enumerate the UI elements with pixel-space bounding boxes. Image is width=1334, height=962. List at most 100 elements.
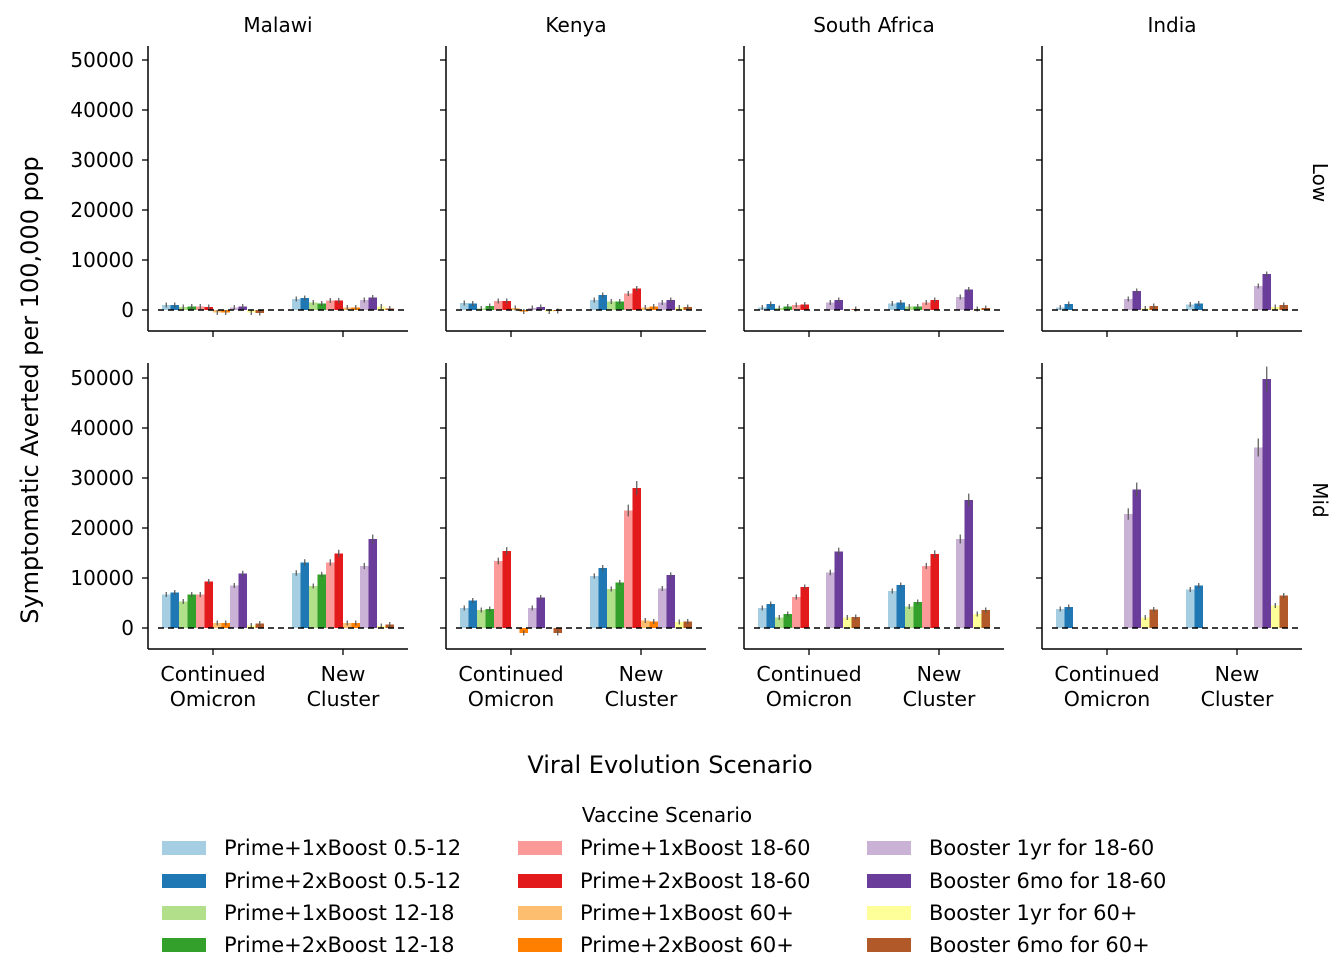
bar-mid-malawi-new-cluster-prime-2xboost-12-18 (318, 575, 327, 629)
bar-mid-malawi-new-cluster-prime-1xboost-12-18 (309, 586, 318, 628)
y-tick-label-low-malawi-20000: 20000 (70, 198, 134, 222)
column-title-south-africa: South Africa (813, 13, 935, 37)
bar-mid-india-new-cluster-prime-2xboost-0-5-12 (1195, 586, 1204, 629)
bar-mid-malawi-new-cluster-prime-1xboost-18-60 (326, 563, 335, 629)
x-axis-label: Viral Evolution Scenario (527, 751, 812, 779)
bar-low-india-continued-omicron-booster-6mo-for-18-60 (1133, 291, 1142, 310)
bar-mid-india-new-cluster-booster-1yr-for-60 (1271, 606, 1280, 629)
legend-swatch (867, 874, 911, 888)
legend-label: Prime+2xBoost 18-60 (580, 868, 811, 894)
bar-mid-south-africa-new-cluster-prime-1xboost-0-5-12 (888, 591, 897, 628)
legend-label: Prime+1xBoost 0.5-12 (224, 835, 461, 861)
legend-label: Booster 6mo for 60+ (929, 932, 1150, 958)
x-tick-label-mid-kenya-0-0: Continued (458, 662, 563, 686)
bar-mid-malawi-new-cluster-booster-1yr-for-18-60 (360, 566, 369, 628)
bar-mid-malawi-continued-omicron-prime-1xboost-0-5-12 (162, 595, 171, 629)
bar-mid-kenya-continued-omicron-prime-1xboost-12-18 (477, 610, 486, 628)
bar-mid-malawi-continued-omicron-prime-2xboost-18-60 (205, 582, 214, 629)
bar-mid-india-new-cluster-prime-1xboost-0-5-12 (1186, 590, 1195, 629)
x-tick-label-mid-south-africa-0-1: Omicron (766, 687, 853, 711)
x-tick-label-mid-malawi-0-1: Omicron (170, 687, 257, 711)
legend-swatch (867, 938, 911, 952)
x-tick-label-mid-malawi-1-0: New (321, 662, 366, 686)
bar-mid-malawi-continued-omicron-prime-1xboost-12-18 (179, 602, 188, 629)
y-tick-label-mid-malawi-10000: 10000 (70, 566, 134, 590)
bar-mid-south-africa-continued-omicron-booster-6mo-for-18-60 (835, 552, 844, 629)
x-tick-label-mid-india-0-0: Continued (1054, 662, 1159, 686)
bar-mid-india-continued-omicron-prime-1xboost-0-5-12 (1056, 609, 1065, 628)
bar-mid-malawi-new-cluster-prime-2xboost-18-60 (335, 554, 344, 629)
bar-low-south-africa-new-cluster-booster-6mo-for-18-60 (965, 290, 974, 311)
bar-mid-south-africa-continued-omicron-prime-1xboost-18-60 (792, 597, 801, 628)
bar-mid-south-africa-new-cluster-booster-6mo-for-60 (982, 610, 991, 628)
bar-mid-malawi-new-cluster-prime-2xboost-0-5-12 (301, 563, 310, 629)
bar-mid-south-africa-new-cluster-prime-2xboost-18-60 (931, 554, 940, 628)
y-tick-label-low-malawi-40000: 40000 (70, 98, 134, 122)
bar-mid-malawi-continued-omicron-prime-1xboost-18-60 (196, 595, 205, 629)
legend-label: Booster 6mo for 18-60 (929, 868, 1166, 894)
bar-mid-india-new-cluster-booster-6mo-for-60 (1280, 596, 1289, 629)
bar-low-india-new-cluster-booster-6mo-for-18-60 (1263, 274, 1272, 310)
legend-label: Prime+2xBoost 12-18 (224, 932, 455, 958)
x-tick-label-mid-india-1-1: Cluster (1201, 687, 1274, 711)
bar-mid-malawi-continued-omicron-prime-2xboost-0-5-12 (171, 593, 180, 629)
bar-low-india-new-cluster-booster-1yr-for-18-60 (1254, 286, 1263, 310)
bar-mid-south-africa-new-cluster-booster-6mo-for-18-60 (965, 500, 974, 628)
legend-label: Booster 1yr for 60+ (929, 900, 1137, 926)
x-tick-label-mid-south-africa-0-0: Continued (756, 662, 861, 686)
bar-mid-malawi-continued-omicron-booster-6mo-for-18-60 (239, 574, 248, 629)
y-axis-label: Symptomatic Averted per 100,000 pop (16, 156, 44, 624)
bar-mid-india-new-cluster-booster-6mo-for-18-60 (1263, 379, 1272, 628)
legend-swatch (867, 906, 911, 920)
x-tick-label-mid-kenya-1-1: Cluster (605, 687, 678, 711)
column-title-kenya: Kenya (545, 13, 606, 37)
legend-swatch (518, 841, 562, 855)
bar-mid-malawi-continued-omicron-booster-1yr-for-18-60 (230, 586, 239, 629)
bar-mid-south-africa-new-cluster-prime-1xboost-12-18 (905, 607, 914, 629)
bar-mid-kenya-continued-omicron-prime-1xboost-0-5-12 (460, 608, 469, 628)
legend-label: Prime+1xBoost 60+ (580, 900, 794, 926)
x-tick-label-mid-india-1-0: New (1215, 662, 1260, 686)
bar-mid-kenya-continued-omicron-booster-1yr-for-18-60 (528, 608, 537, 628)
legend-label: Prime+1xBoost 12-18 (224, 900, 455, 926)
bar-mid-kenya-continued-omicron-prime-2xboost-12-18 (486, 609, 495, 628)
bar-mid-malawi-new-cluster-prime-1xboost-0-5-12 (292, 573, 301, 628)
bar-mid-kenya-continued-omicron-prime-2xboost-0-5-12 (469, 601, 478, 629)
bar-mid-kenya-new-cluster-booster-6mo-for-18-60 (667, 575, 676, 628)
y-tick-label-low-malawi-30000: 30000 (70, 148, 134, 172)
bar-low-kenya-new-cluster-prime-2xboost-18-60 (633, 289, 642, 311)
legend-swatch (162, 906, 206, 920)
bar-mid-kenya-new-cluster-prime-1xboost-0-5-12 (590, 576, 599, 628)
legend-swatch (162, 874, 206, 888)
x-tick-label-mid-kenya-1-0: New (619, 662, 664, 686)
bar-mid-kenya-new-cluster-booster-1yr-for-18-60 (658, 589, 667, 629)
bar-mid-south-africa-continued-omicron-prime-1xboost-0-5-12 (758, 608, 767, 628)
bar-mid-south-africa-continued-omicron-prime-2xboost-0-5-12 (767, 604, 776, 628)
bar-mid-south-africa-new-cluster-prime-2xboost-0-5-12 (897, 585, 906, 628)
row-label-low: Low (1308, 163, 1332, 202)
legend-label: Prime+2xBoost 60+ (580, 932, 794, 958)
bar-mid-malawi-continued-omicron-prime-2xboost-12-18 (188, 595, 197, 629)
bar-mid-kenya-continued-omicron-booster-6mo-for-18-60 (537, 598, 546, 629)
bar-mid-india-continued-omicron-booster-6mo-for-18-60 (1133, 490, 1142, 629)
bar-mid-kenya-continued-omicron-prime-1xboost-18-60 (494, 561, 503, 628)
x-tick-label-mid-south-africa-1-0: New (917, 662, 962, 686)
legend-swatch (867, 841, 911, 855)
faceted-bar-chart: 0 10000 20000 30000 40000 50000 Malawi Kenya Sou… (0, 0, 1334, 800)
bar-mid-kenya-new-cluster-prime-2xboost-0-5-12 (599, 568, 608, 628)
bar-mid-kenya-new-cluster-prime-1xboost-12-18 (607, 589, 616, 628)
legend-title: Vaccine Scenario (0, 803, 1334, 827)
legend-swatch (518, 906, 562, 920)
legend-swatch (518, 938, 562, 952)
column-title-india: India (1147, 13, 1196, 37)
bar-mid-kenya-new-cluster-prime-2xboost-18-60 (633, 488, 642, 628)
x-tick-label-mid-india-0-1: Omicron (1064, 687, 1151, 711)
legend-swatch (518, 874, 562, 888)
bar-mid-kenya-continued-omicron-prime-2xboost-18-60 (503, 551, 512, 628)
legend-label: Prime+1xBoost 18-60 (580, 835, 811, 861)
bar-mid-south-africa-new-cluster-booster-1yr-for-18-60 (956, 539, 965, 628)
x-tick-label-mid-malawi-0-0: Continued (160, 662, 265, 686)
bar-mid-south-africa-continued-omicron-booster-1yr-for-18-60 (826, 573, 835, 629)
x-tick-label-mid-kenya-0-1: Omicron (468, 687, 555, 711)
column-title-malawi: Malawi (243, 13, 312, 37)
